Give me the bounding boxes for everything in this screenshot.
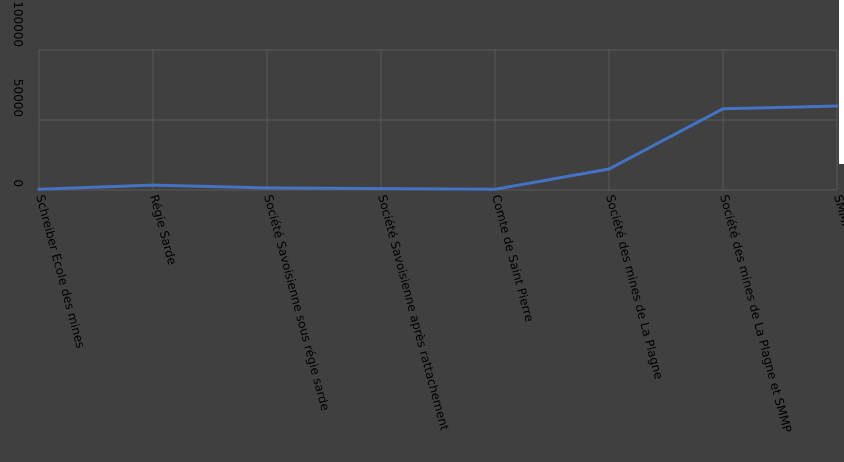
- data-point: [607, 167, 611, 171]
- x-tick-label: Société Savoisienne sous régie sarde: [261, 193, 332, 412]
- data-point: [151, 183, 155, 187]
- y-tick-label: 0: [11, 179, 25, 187]
- data-point: [835, 104, 839, 108]
- scrollbar-edge[interactable]: [839, 0, 844, 164]
- data-point: [493, 187, 497, 191]
- data-point: [37, 187, 41, 191]
- x-axis-ticks: Schreiber Ecole des mines Régie Sarde Soci…: [33, 193, 844, 434]
- x-tick-label: Société Savoisienne après rattachement: [375, 193, 452, 432]
- x-tick-label: Régie Sarde: [147, 193, 179, 266]
- gridlines: [38, 49, 838, 191]
- y-tick-label: 100000: [11, 1, 25, 47]
- y-axis-ticks: 0 50000 100000: [11, 1, 25, 187]
- x-tick-label: SMMP: [831, 193, 844, 231]
- data-point: [379, 187, 383, 191]
- series-group: [37, 104, 839, 191]
- data-point: [265, 186, 269, 190]
- x-tick-label: Société des mines de La Plagne: [603, 193, 666, 381]
- x-tick-label: Schreiber Ecole des mines: [33, 193, 88, 350]
- x-tick-label: Comte de Saint Pierre: [489, 193, 536, 323]
- data-point: [721, 107, 725, 111]
- y-tick-label: 50000: [11, 79, 25, 117]
- x-tick-label: Société des mines de La Plagne et SMMP: [717, 193, 794, 434]
- series-line: [37, 104, 839, 191]
